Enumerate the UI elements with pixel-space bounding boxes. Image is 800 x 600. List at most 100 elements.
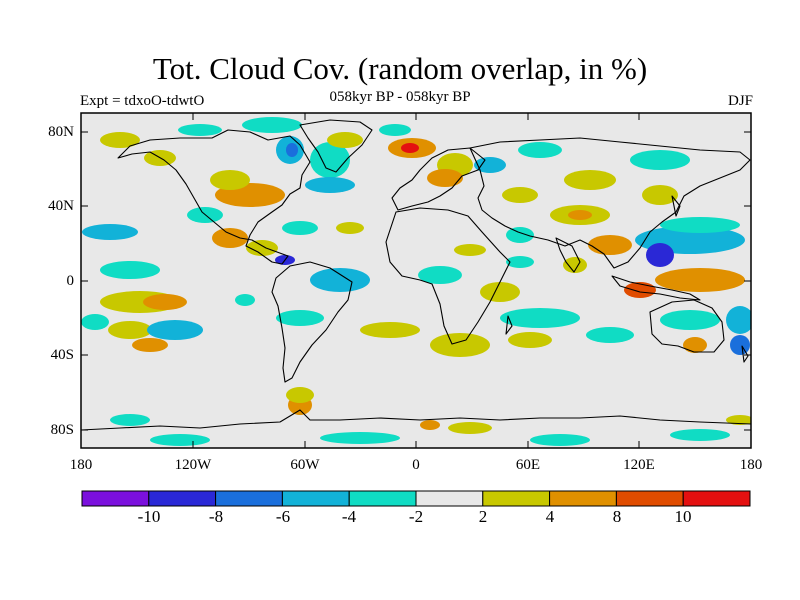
colorbar-label: 2	[478, 507, 488, 526]
coastline-asia	[469, 137, 751, 269]
lon-label-0: 0	[412, 457, 420, 473]
coastlines	[81, 119, 751, 431]
coastline-madagascar	[505, 315, 513, 335]
coastline-india	[555, 237, 581, 273]
anomaly-patch	[150, 434, 210, 446]
anomaly-patch	[588, 235, 632, 255]
colorbar-box	[415, 490, 484, 507]
colorbar-label: 10	[674, 507, 692, 526]
anomaly-patch	[642, 185, 678, 205]
lon-label-120e: 120E	[623, 457, 655, 473]
anomaly-patches	[81, 117, 751, 446]
season-label: DJF	[727, 93, 753, 109]
anomaly-patch	[508, 332, 552, 348]
map-title: Tot. Cloud Cov. (random overlap, in %)	[152, 51, 648, 86]
anomaly-patch	[110, 414, 150, 426]
anomaly-patch	[235, 294, 255, 306]
lat-label-80s: 80S	[50, 422, 74, 438]
colorbar-box	[215, 490, 283, 507]
anomaly-patch	[242, 117, 302, 133]
anomaly-patch	[586, 327, 634, 343]
anomaly-patch	[82, 224, 138, 240]
colorbar-label: -6	[275, 507, 291, 526]
anomaly-patch	[480, 282, 520, 302]
lat-label-40s: 40S	[50, 347, 74, 363]
coastline-africa	[385, 207, 511, 345]
map-subtitle: 058kyr BP - 058kyr BP	[329, 89, 471, 105]
anomaly-patch	[320, 432, 400, 444]
anomaly-patch	[310, 268, 370, 292]
anomaly-patch	[379, 124, 411, 136]
colorbar-label: -8	[208, 507, 224, 526]
anomaly-patch	[418, 266, 462, 284]
lon-label-180e: 180	[739, 457, 763, 473]
map-background	[81, 113, 751, 448]
anomaly-patch	[730, 335, 750, 355]
anomaly-patch	[726, 415, 751, 425]
anomaly-patch	[336, 222, 364, 234]
anomaly-patch	[132, 338, 168, 352]
coastline-indonesia	[611, 275, 701, 301]
coastline-australia	[649, 299, 725, 353]
colorbar-label: 8	[612, 507, 622, 526]
colorbar-box	[81, 490, 150, 507]
anomaly-patch	[506, 256, 534, 268]
colorbar-box	[348, 490, 417, 507]
anomaly-patch	[430, 333, 490, 357]
lon-label-180w: 180	[69, 457, 93, 473]
anomaly-patch	[282, 221, 318, 235]
colorbar-box	[148, 490, 217, 507]
anomaly-patch	[670, 429, 730, 441]
colorbar-box	[615, 490, 684, 507]
anomaly-patch	[286, 387, 314, 403]
anomaly-patch	[683, 337, 707, 353]
colorbar-box	[682, 490, 751, 507]
anomaly-patch	[568, 210, 592, 220]
anomaly-patch	[500, 308, 580, 328]
anomaly-patch	[427, 169, 463, 187]
anomaly-patch	[474, 157, 506, 173]
anomaly-patch	[305, 177, 355, 193]
anomaly-patch	[276, 310, 324, 326]
colorbar-box	[281, 490, 350, 507]
anomaly-patch	[655, 268, 745, 292]
coastline-antarctica	[81, 409, 751, 431]
anomaly-patch	[726, 306, 751, 334]
anomaly-patch	[81, 314, 109, 330]
lat-label-80n: 80N	[48, 124, 74, 140]
map-panel	[81, 113, 751, 448]
coastline-europe	[391, 147, 486, 211]
anomaly-patch	[147, 320, 203, 340]
anomaly-patch	[286, 143, 298, 157]
colorbar-label: -4	[341, 507, 357, 526]
lon-label-120w: 120W	[174, 457, 212, 473]
coastline-south-america	[271, 261, 353, 383]
anomaly-patch	[327, 132, 363, 148]
anomaly-patch	[530, 434, 590, 446]
anomaly-patch	[506, 227, 534, 243]
colorbar-label: -10	[137, 507, 161, 526]
anomaly-patch	[564, 170, 616, 190]
axis-ticks	[81, 113, 751, 448]
anomaly-patch	[518, 142, 562, 158]
anomaly-patch	[212, 228, 248, 248]
anomaly-patch	[563, 257, 587, 273]
coastline-greenland	[299, 119, 373, 173]
anomaly-patch	[108, 321, 152, 339]
lat-label-40n: 40N	[48, 198, 74, 214]
anomaly-patch	[448, 422, 492, 434]
anomaly-patch	[100, 261, 160, 279]
coastline-newzealand	[741, 345, 749, 363]
lat-label-0: 0	[66, 273, 75, 289]
colorbar-label: -2	[408, 507, 424, 526]
anomaly-patch	[210, 170, 250, 190]
anomaly-patch	[246, 240, 278, 256]
experiment-label: Expt = tdxoO-tdwtO	[80, 93, 205, 109]
anomaly-patch	[310, 142, 350, 178]
anomaly-patch	[401, 143, 419, 153]
anomaly-patch	[660, 310, 720, 330]
coastline-japan	[671, 195, 681, 217]
anomaly-patch	[630, 150, 690, 170]
anomaly-patch	[420, 420, 440, 430]
